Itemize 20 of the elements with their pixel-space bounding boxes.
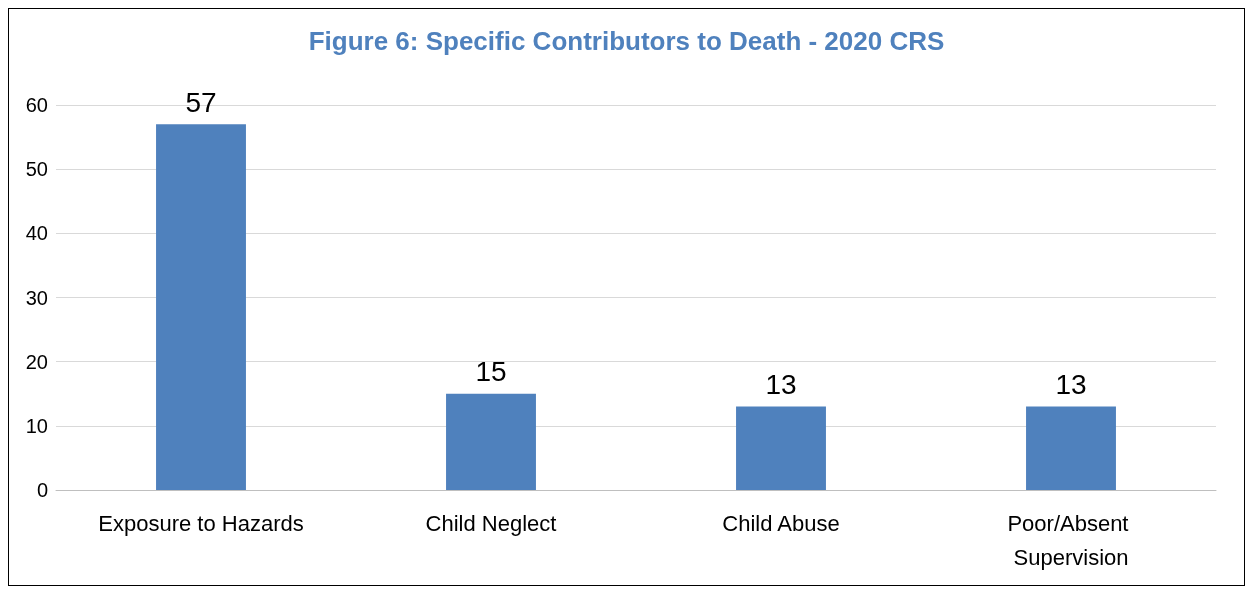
data-label: 57 (185, 86, 217, 118)
data-label: 13 (1055, 369, 1087, 401)
bar (736, 406, 826, 490)
x-tick-label: Child Abuse (722, 510, 840, 536)
chart-title: Figure 6: Specific Contributors to Death - 2020 CRS (308, 26, 945, 56)
bar (1026, 406, 1116, 490)
data-label: 13 (765, 369, 797, 401)
y-tick-label: 20 (25, 350, 48, 373)
y-tick-label: 10 (25, 414, 48, 437)
x-tick-label: Poor/Absent Supervision (1007, 510, 1135, 570)
bar (156, 124, 246, 490)
bar (446, 393, 536, 490)
y-tick-label: 30 (25, 286, 48, 309)
y-tick-label: 50 (25, 158, 48, 181)
y-tick-label: 0 (36, 479, 48, 501)
x-tick-label: Child Neglect (425, 510, 557, 536)
y-tick-label: 40 (25, 222, 48, 245)
y-tick-label: 60 (25, 94, 48, 116)
data-label: 15 (475, 356, 507, 388)
x-tick-label: Exposure to Hazards (98, 510, 304, 536)
